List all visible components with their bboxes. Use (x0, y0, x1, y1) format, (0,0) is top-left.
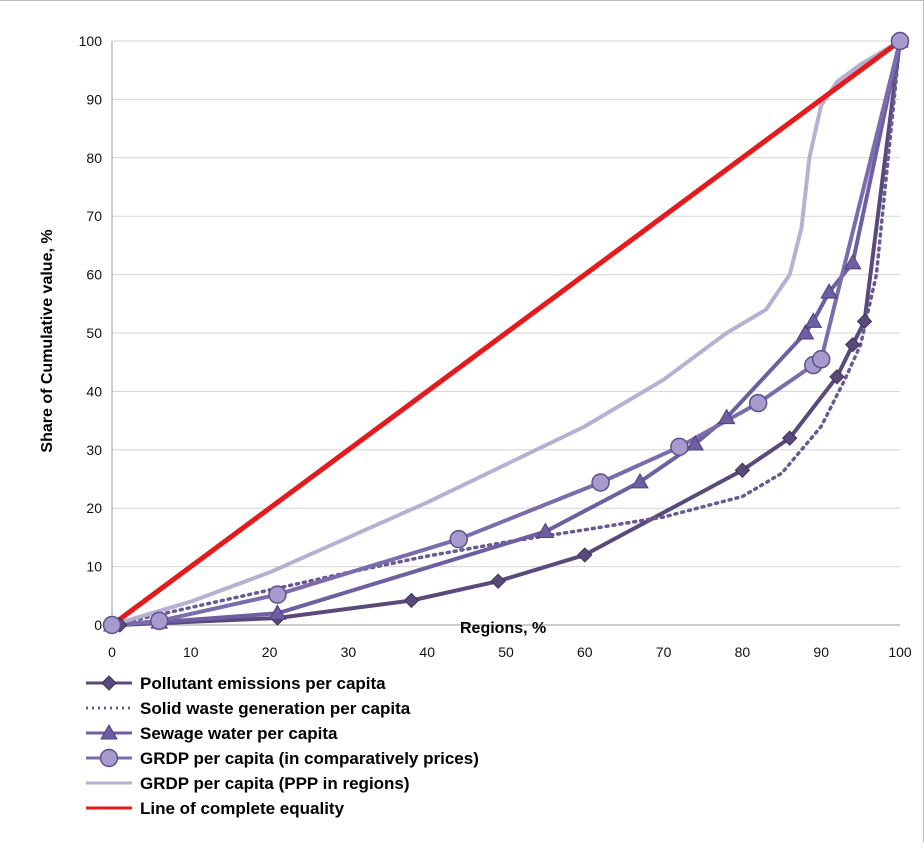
x-tick-label: 70 (656, 644, 672, 660)
y-tick-label: 20 (86, 500, 102, 516)
y-axis-label: Share of Cumulative value, % (39, 229, 56, 452)
legend-marker-4 (99, 748, 119, 768)
y-tick-label: 60 (86, 267, 102, 283)
legend-label-4: GRDP per capita (in comparatively prices… (140, 749, 479, 768)
legend-marker-3 (100, 723, 118, 740)
series-3-point (631, 472, 649, 489)
x-tick-label: 60 (577, 644, 593, 660)
x-tick-label: 0 (108, 644, 116, 660)
y-tick-label: 70 (86, 208, 102, 224)
series-3-point (536, 522, 555, 539)
series-4-point (811, 350, 831, 369)
series-1-point (845, 336, 861, 353)
y-tick-label: 0 (94, 617, 102, 633)
y-tick-label: 30 (86, 442, 102, 458)
y-tick-label: 40 (86, 383, 102, 399)
series-3-point (820, 283, 838, 299)
series-4-point (150, 611, 169, 631)
series-4-point (890, 31, 910, 51)
tick-labels: 0 10 20 30 40 50 60 70 80 90 100 0 10 20 30 40 50 60 70 80 9… (79, 33, 912, 660)
legend-label-5: GRDP per capita (PPP in regions) (140, 774, 410, 793)
y-tick-label: 50 (86, 325, 102, 341)
series-line-2 (110, 39, 902, 627)
x-tick-label: 90 (813, 644, 829, 660)
series-3-point (268, 604, 287, 620)
series-1-point (490, 573, 506, 589)
series-4-point (670, 437, 689, 457)
series-1-point (856, 313, 873, 330)
x-tick-label: 80 (735, 644, 751, 660)
series-3-point (796, 323, 815, 340)
legend-label-2: Solid waste generation per capita (140, 699, 411, 718)
series-1-point (577, 547, 593, 563)
series-4-point (268, 585, 287, 604)
y-tick-label: 10 (86, 559, 102, 575)
x-tick-label: 10 (183, 644, 199, 660)
y-tick-label: 100 (79, 33, 103, 49)
x-tick-label: 40 (419, 644, 435, 660)
series-3-point (843, 253, 862, 270)
axes (111, 41, 900, 626)
series-3-point (804, 312, 823, 328)
series-1-point (829, 369, 845, 385)
series-1-point (734, 462, 751, 478)
series-4-point (449, 529, 468, 549)
x-tick-label: 50 (498, 644, 514, 660)
series-markers (102, 31, 910, 635)
series-line-6 (109, 38, 903, 628)
legend-label-6: Line of complete equality (140, 799, 345, 818)
legend-label-3: Sewage water per capita (140, 724, 338, 743)
series-4-point (102, 615, 122, 635)
y-tick-label: 80 (86, 150, 102, 166)
series-4-point (591, 473, 610, 492)
series-4-point (748, 393, 768, 413)
x-tick-label: 100 (888, 644, 912, 660)
series-1-point (403, 592, 420, 609)
legend: Pollutant emissions per capita Solid wast… (86, 674, 479, 818)
series-3-point (717, 408, 736, 425)
series-3-point (686, 434, 704, 451)
grid-lines (112, 40, 900, 568)
x-tick-label: 30 (341, 644, 357, 660)
y-tick-label: 90 (86, 91, 102, 107)
series-1-point (781, 430, 798, 446)
x-tick-label: 20 (262, 644, 278, 660)
x-axis-label: Regions, % (460, 620, 546, 637)
legend-marker-1 (101, 675, 117, 691)
legend-label-1: Pollutant emissions per capita (140, 674, 386, 693)
